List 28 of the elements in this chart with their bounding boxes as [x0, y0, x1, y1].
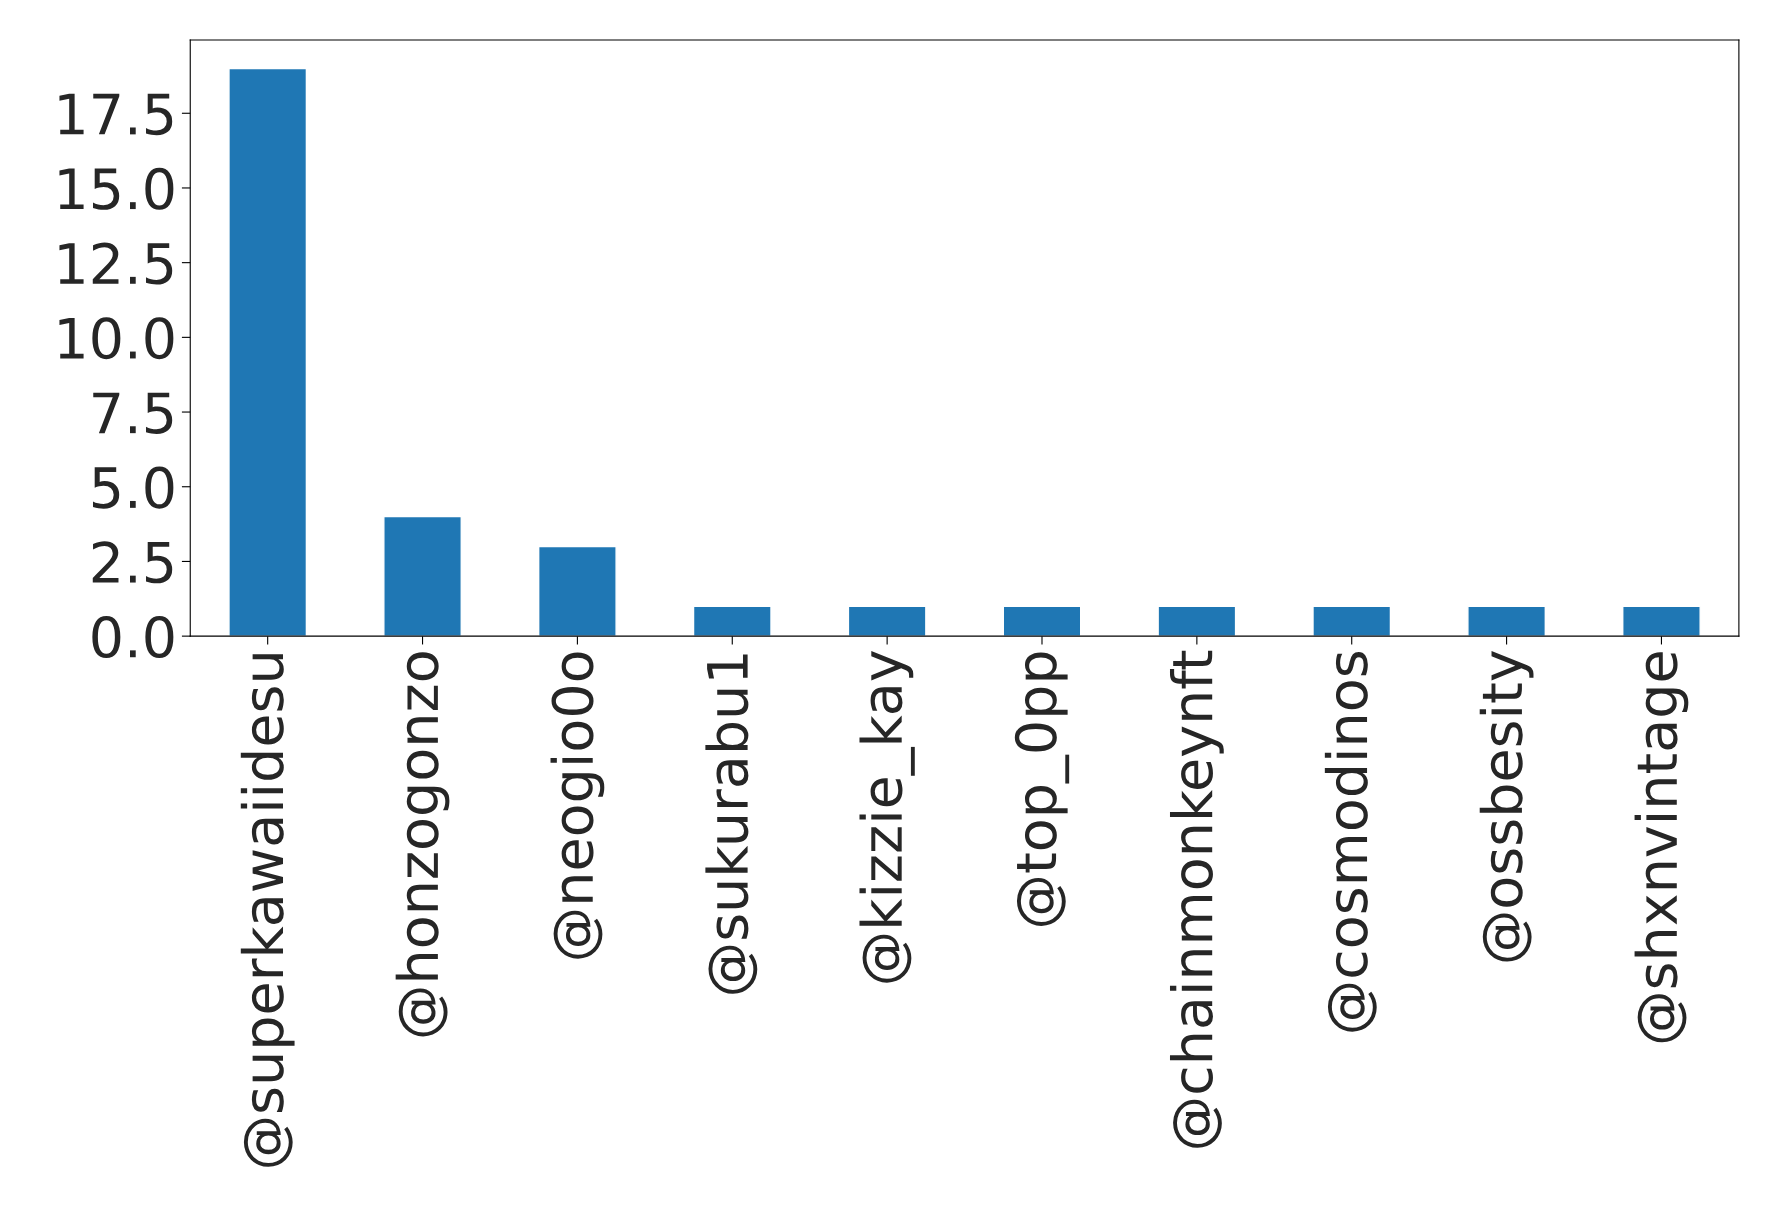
y-tick-label: 2.5 — [92, 541, 173, 584]
x-tick-label: @honzogonzo — [395, 652, 450, 1037]
bar — [1467, 605, 1546, 637]
x-tick-label: @shxnvintage — [1634, 652, 1689, 1043]
x-tick-label: @sukurabu1 — [705, 654, 758, 994]
bar — [537, 545, 617, 637]
bar — [383, 515, 462, 637]
x-tick-label: @superkawaiidesu — [240, 654, 295, 1167]
x-tick-label: @kizzie_kay — [859, 650, 915, 983]
x-tick-label: @top_0pp — [1014, 652, 1070, 926]
y-tick-label: 0.0 — [92, 616, 174, 659]
y-tick-label: 15.0 — [59, 167, 174, 210]
y-tick-label: 7.5 — [93, 392, 173, 434]
bar — [1622, 605, 1701, 637]
x-tick-label: @ossbesity — [1479, 650, 1534, 962]
y-tick-label: 12.5 — [59, 242, 173, 285]
x-tick-label: @neogio0o — [550, 652, 605, 959]
bar — [1157, 605, 1237, 637]
y-tick-label: 5.0 — [92, 466, 174, 509]
bar — [1002, 605, 1082, 637]
bar — [228, 67, 308, 637]
bar — [847, 605, 927, 637]
bar — [1312, 605, 1392, 637]
bar — [692, 605, 772, 637]
x-tick-label: @cosmodinos — [1324, 652, 1377, 1032]
y-tick-label: 17.5 — [59, 93, 173, 136]
x-tick-label: @chainmonkeynft — [1169, 650, 1224, 1148]
y-tick-label: 10.0 — [59, 317, 174, 360]
